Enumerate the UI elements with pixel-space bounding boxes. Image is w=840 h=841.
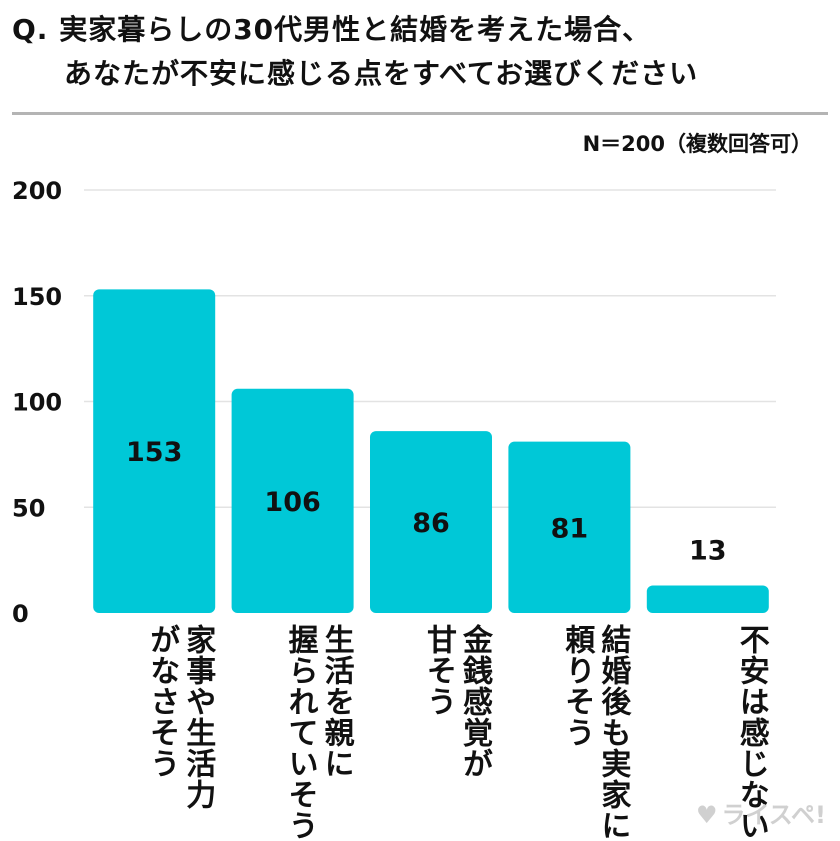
y-tick-label: 0: [12, 600, 29, 628]
bar-value-label: 86: [412, 508, 450, 539]
title-line-2: あなたが不安に感じる点をすべてお選びください: [64, 57, 699, 90]
category-label: 金銭感覚が 甘そう: [421, 624, 492, 779]
bar-value-label: 81: [551, 513, 589, 544]
sample-size-note: N＝200（複数回答可）: [582, 132, 812, 156]
watermark-logo: ♥ ライスペ!: [696, 795, 826, 830]
y-tick-label: 50: [12, 494, 45, 522]
y-tick-label: 200: [12, 177, 62, 205]
category-label: 結婚後も実家に 頼りそう: [559, 624, 631, 841]
category-label: 不安は感じない: [733, 624, 769, 841]
bar-value-label: 153: [126, 437, 182, 468]
bar-value-label: 106: [264, 487, 320, 518]
watermark-text: ライスペ!: [721, 801, 826, 829]
y-tick-label: 150: [12, 283, 62, 311]
heart-icon: ♥: [695, 801, 718, 829]
category-label: 家事や生活力 がなさそう: [144, 624, 216, 810]
question-title: Q. 実家暮らしの30代男性と結婚を考えた場合、 あなたが不安に感じる点をすべて…: [12, 8, 828, 96]
title-divider: [12, 112, 828, 115]
bar: [93, 289, 216, 613]
y-tick-label: 100: [12, 389, 62, 417]
category-label: 生活を親に 握られていそう: [282, 624, 354, 841]
bar: [508, 441, 631, 613]
bar: [231, 388, 354, 613]
bar-value-label: 13: [689, 536, 727, 567]
bar: [370, 431, 492, 613]
bar: [646, 585, 769, 613]
title-line-1: Q. 実家暮らしの30代男性と結婚を考えた場合、: [12, 13, 652, 46]
